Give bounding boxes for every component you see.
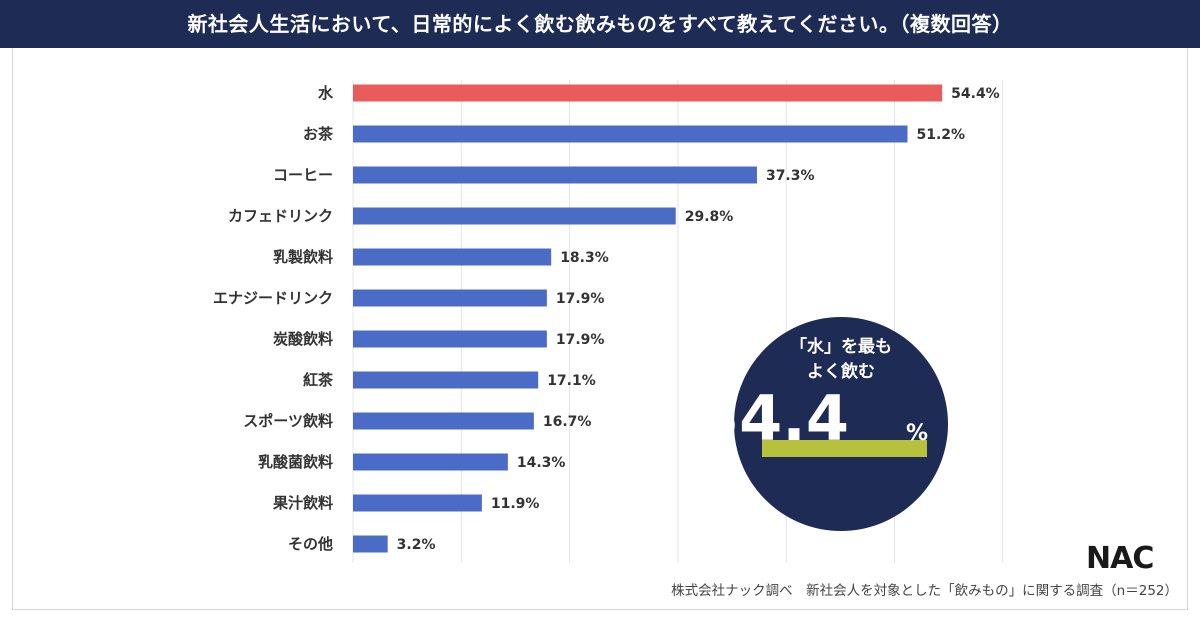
category-label: 果汁飲料 xyxy=(272,494,333,512)
category-label: エナジードリンク xyxy=(213,289,333,307)
value-label: 3.2% xyxy=(397,537,436,553)
category-label: 乳製飲料 xyxy=(273,248,333,266)
category-label: 乳酸菌飲料 xyxy=(258,453,333,471)
callout-circle xyxy=(734,317,948,531)
category-label: 炭酸飲料 xyxy=(273,330,333,348)
bars xyxy=(353,84,943,553)
value-label: 14.3% xyxy=(517,455,566,471)
category-label: 紅茶 xyxy=(303,371,334,389)
bar xyxy=(353,453,508,471)
callout-line2: よく飲む xyxy=(807,361,875,382)
value-label: 37.3% xyxy=(766,168,815,184)
category-labels: 水お茶コーヒーカフェドリンク乳製飲料エナジードリンク炭酸飲料紅茶スポーツ飲料乳酸… xyxy=(213,84,334,553)
value-label: 17.9% xyxy=(556,291,605,307)
callout-unit: % xyxy=(906,421,928,446)
value-label: 54.4% xyxy=(951,86,1000,102)
value-labels: 54.4% 51.2% 37.3% 29.8% 18.3% 17.9% 17.9% 17.1%… xyxy=(397,86,1000,553)
bar xyxy=(353,289,547,307)
bar xyxy=(353,371,539,389)
category-label: 水 xyxy=(318,84,334,102)
value-label: 17.1% xyxy=(547,373,596,389)
bar-chart: 水お茶コーヒーカフェドリンク乳製飲料エナジードリンク炭酸飲料紅茶スポーツ飲料乳酸… xyxy=(213,80,1004,563)
chart-frame xyxy=(12,48,1188,610)
chart-header: 新社会人生活において、日常的によく飲む飲みものをすべて教えてください。（複数回答… xyxy=(0,0,1200,48)
callout-badge: 「水」を最も よく飲む 54.4 % xyxy=(696,317,948,531)
category-label: カフェドリンク xyxy=(228,207,333,225)
bar xyxy=(353,125,908,143)
callout-underline xyxy=(762,440,927,457)
bar xyxy=(353,248,552,266)
bar xyxy=(353,166,757,184)
value-label: 17.9% xyxy=(556,332,605,348)
bar xyxy=(353,207,676,225)
bar xyxy=(353,494,482,512)
bar xyxy=(353,330,547,348)
value-label: 51.2% xyxy=(916,127,965,143)
callout-value: 54.4 xyxy=(696,382,849,455)
value-label: 16.7% xyxy=(543,414,592,430)
category-label: コーヒー xyxy=(273,166,333,184)
company-logo: NAC xyxy=(1086,541,1154,576)
value-label: 11.9% xyxy=(491,496,540,512)
category-label: その他 xyxy=(288,535,333,553)
bar xyxy=(353,535,388,553)
grid-lines xyxy=(352,80,1004,563)
category-label: スポーツ飲料 xyxy=(243,412,333,430)
source-note: 株式会社ナック調べ 新社会人を対象とした「飲みもの」に関する調査（n＝252） xyxy=(671,583,1178,599)
bar xyxy=(353,412,534,430)
value-label: 18.3% xyxy=(560,250,609,266)
bar xyxy=(353,84,943,102)
value-label: 29.8% xyxy=(685,209,734,225)
callout-line1: 「水」を最も xyxy=(790,336,892,357)
chart-title: 新社会人生活において、日常的によく飲む飲みものをすべて教えてください。（複数回答… xyxy=(187,12,1013,36)
category-label: お茶 xyxy=(303,125,334,143)
